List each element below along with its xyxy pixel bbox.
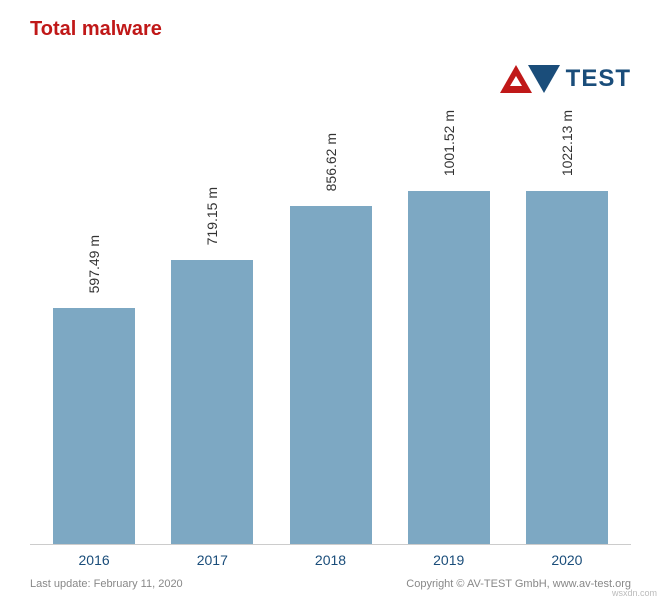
x-axis-label: 2019	[390, 546, 508, 568]
copyright-text: Copyright © AV-TEST GmbH, www.av-test.or…	[406, 578, 631, 590]
bar	[290, 206, 372, 544]
bar	[408, 191, 490, 544]
logo-text: TEST	[566, 65, 631, 93]
x-axis: 20162017201820192020	[30, 546, 631, 568]
x-axis-label: 2018	[271, 546, 389, 568]
chart-title: Total malware	[30, 18, 162, 41]
bar-value-label: 719.15 m	[204, 187, 220, 245]
bar-group: 1022.13 m	[508, 110, 626, 544]
watermark: wsxdn.com	[612, 588, 657, 598]
bar-value-label: 1022.13 m	[559, 110, 575, 176]
bar	[526, 191, 608, 544]
chart-footer: Last update: February 11, 2020 Copyright…	[30, 578, 631, 590]
chart-area: 597.49 m 719.15 m 856.62 m 1001.52 m 1022.13…	[30, 110, 631, 545]
x-axis-label: 2017	[153, 546, 271, 568]
logo-a-shape	[500, 65, 532, 93]
bar	[171, 260, 253, 544]
bar-group: 856.62 m	[271, 110, 389, 544]
logo-symbol	[500, 65, 560, 93]
bar-group: 597.49 m	[35, 110, 153, 544]
bar-group: 1001.52 m	[390, 110, 508, 544]
bar-value-label: 856.62 m	[323, 133, 339, 191]
last-update-text: Last update: February 11, 2020	[30, 578, 183, 590]
bar-value-label: 597.49 m	[86, 235, 102, 293]
bars-container: 597.49 m 719.15 m 856.62 m 1001.52 m 1022.13…	[30, 110, 631, 544]
bar-group: 719.15 m	[153, 110, 271, 544]
avtest-logo: TEST	[500, 65, 631, 93]
bar	[53, 308, 135, 544]
x-axis-label: 2020	[508, 546, 626, 568]
logo-v-shape	[528, 65, 560, 93]
x-axis-label: 2016	[35, 546, 153, 568]
bar-value-label: 1001.52 m	[441, 110, 457, 176]
